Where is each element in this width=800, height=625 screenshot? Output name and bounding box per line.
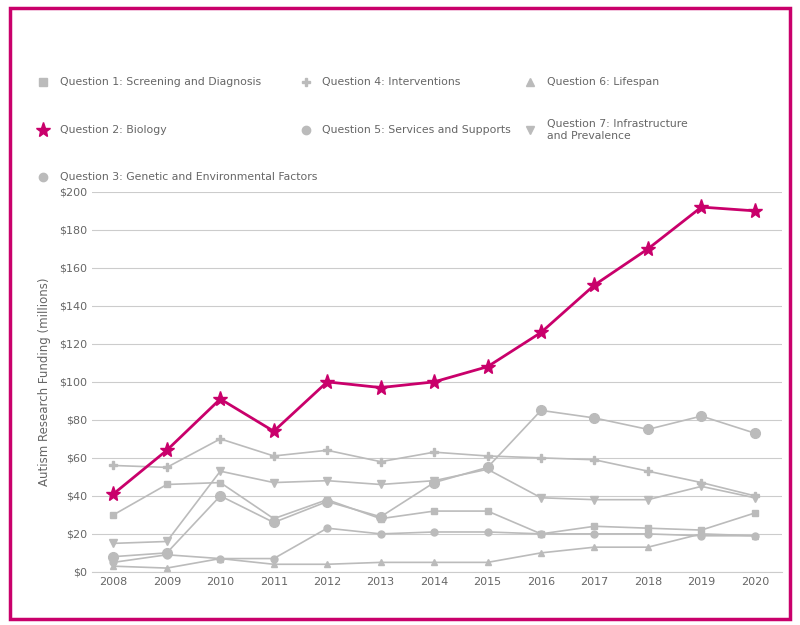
Text: Question 2: Biology: Question 2: Biology <box>60 125 166 135</box>
Text: Question 4: Interventions: Question 4: Interventions <box>322 78 461 88</box>
Text: Question 2: 2008-2020 Autism Research Funding: Question 2: 2008-2020 Autism Research Fu… <box>154 25 648 42</box>
Text: Question 6: Lifespan: Question 6: Lifespan <box>547 78 659 88</box>
Y-axis label: Autism Research Funding (millions): Autism Research Funding (millions) <box>38 278 50 486</box>
Text: Question 5: Services and Supports: Question 5: Services and Supports <box>322 125 511 135</box>
Text: Question 1: Screening and Diagnosis: Question 1: Screening and Diagnosis <box>60 78 261 88</box>
Text: Question 3: Genetic and Environmental Factors: Question 3: Genetic and Environmental Fa… <box>60 173 317 182</box>
Text: Question 7: Infrastructure
and Prevalence: Question 7: Infrastructure and Prevalenc… <box>547 119 688 141</box>
